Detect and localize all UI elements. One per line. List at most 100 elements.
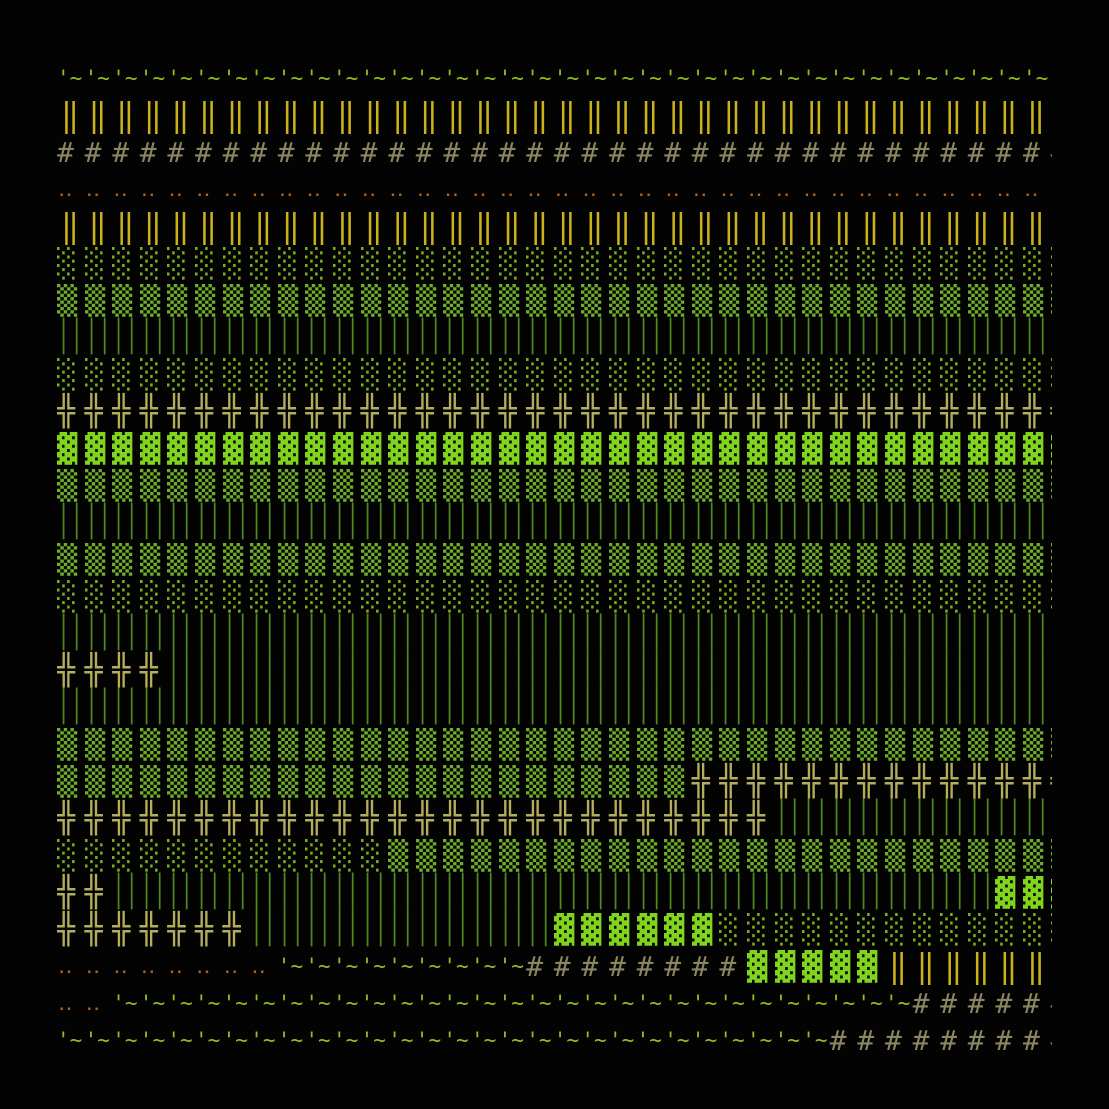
cross-cell: ╬ [1023,763,1042,799]
bars-cell: ││ [526,911,553,947]
dots-cell: ‥ [692,176,708,202]
cross-cell: ╬ [774,393,793,429]
dots-cell: ‥ [665,176,680,202]
glyph-row: ││ ││ ││ ││ ││ ││ ││ ││ ││ ││ ││ ││ ││ ││ ││ ││ ││ ││ ││ ││… [57,689,1052,726]
light-shade-cell: ░ [526,246,547,280]
bars-cell: ││ [691,689,719,725]
bars-cell: ││ [774,874,801,910]
bars-cell: ││ [195,319,222,355]
bars-cell: ││ [967,319,995,355]
bars-cell: ││ [691,874,719,910]
medium-shade-cell: ▒ [719,838,740,872]
medium-shade-cell: ▒ [1023,838,1044,872]
hash-cell: # [995,1023,1013,1054]
bars-cell: ││ [222,652,249,688]
glyph-row: ░░░░░░░░░░░░░░░░░░░░░░░░░░░░░░░░░░░░░ [57,578,1052,615]
tilde-cell: '~ [995,66,1021,90]
dark-shade-cell: ▓ [802,431,823,465]
hash-cell: # [1023,1023,1040,1054]
light-shade-cell: ░ [498,246,519,280]
tilde-cell: '~ [277,954,304,978]
light-shade-cell: ░ [885,579,906,613]
double-bar-cell: ‖ [889,946,908,986]
medium-shade-cell: ▒ [167,542,188,576]
dark-shade-cell: ▓ [277,431,299,465]
tilde-cell: '~ [277,66,304,90]
hash-cell: # [553,949,571,983]
dark-shade-cell: ▓ [250,431,271,465]
bars-cell: ││ [609,319,636,355]
hash-cell: # [774,135,792,169]
light-shade-cell: ░ [829,357,851,391]
light-shade-cell: ░ [471,246,492,280]
tilde-cell: '~ [167,1028,193,1052]
bars-cell: ││ [581,504,608,540]
medium-shade-cell: ▒ [857,727,878,761]
double-bar-cell: ‖ [475,95,494,135]
dark-shade-cell: ▓ [333,431,354,465]
cross-cell: ╬ [940,393,959,429]
cross-cell: ╬ [609,800,628,836]
light-shade-cell: ░ [1051,578,1052,615]
medium-shade-cell: ▒ [609,468,630,502]
dark-shade-cell: ▓ [967,431,989,465]
bars-cell: ││ [415,615,443,651]
bars-cell: ││ [139,319,167,355]
dots-cell: ‥ [830,176,846,202]
tilde-cell: '~ [305,1028,331,1052]
bars-cell: ││ [967,689,995,725]
light-shade-cell: ░ [1051,245,1052,282]
light-shade-cell: ░ [829,246,851,280]
tilde-cell: '~ [139,991,166,1015]
light-shade-cell: ░ [912,246,933,280]
dark-shade-cell: ▓ [84,431,105,465]
medium-shade-cell: ▒ [553,542,575,576]
medium-shade-cell: ▒ [333,764,354,798]
double-bar-cell: ‖ [419,206,438,246]
dots-cell: ‥ [416,176,432,202]
bars-cell: ││ [1051,498,1052,548]
tilde-cell: '~ [802,1028,828,1052]
light-shade-cell: ░ [250,838,271,872]
dark-shade-cell: ▓ [581,912,602,946]
bars-cell: ││ [1051,794,1052,844]
light-shade-cell: ░ [167,357,188,391]
double-bar-cell: ‖ [971,946,990,986]
light-shade-cell: ░ [305,246,326,280]
tilde-cell: '~ [609,66,635,90]
double-bar-cell: ‖ [88,206,107,246]
light-shade-cell: ░ [829,579,851,613]
light-shade-cell: ░ [360,838,381,872]
medium-shade-cell: ▒ [195,727,216,761]
character-grid: '~ '~ '~ '~ '~ '~ '~ '~ '~ '~ '~ '~ '~ '~ '~ '~ '~ '~ '~ '~… [57,60,1052,1055]
dark-shade-cell: ▓ [747,431,768,465]
bars-cell: ││ [664,504,691,540]
cross-cell: ╬ [139,911,158,947]
medium-shade-cell: ▒ [305,727,326,761]
bars-cell: ││ [139,504,167,540]
bars-cell: ││ [277,911,305,947]
blank-cell [1051,948,1052,985]
glyph-row: ░░░░░░░░░░░░░░░░░░░░░░░░░░░░░░░░░░░░░ [57,245,1052,282]
double-bar-cell: ‖ [309,95,328,135]
double-bar-cell: ‖ [419,95,438,135]
medium-shade-cell: ▒ [719,727,740,761]
hash-cell: # [415,135,433,169]
medium-shade-cell: ▒ [167,468,188,502]
cross-cell: ╬ [747,393,766,429]
light-shade-cell: ░ [995,246,1016,280]
light-shade-cell: ░ [1023,579,1044,613]
light-shade-cell: ░ [940,246,961,280]
bars-cell: ││ [167,652,194,688]
bars-cell: ││ [829,504,857,540]
tilde-cell: '~ [498,991,524,1015]
bars-cell: ││ [277,874,305,910]
cross-cell: ╬ [1051,393,1052,430]
dark-shade-cell: ▓ [443,431,464,465]
bars-cell: ││ [333,689,360,725]
medium-shade-cell: ▒ [195,468,216,502]
cross-cell: ╬ [277,800,296,836]
medium-shade-cell: ▒ [581,727,602,761]
dark-shade-cell: ▓ [526,431,547,465]
medium-shade-cell: ▒ [885,542,906,576]
